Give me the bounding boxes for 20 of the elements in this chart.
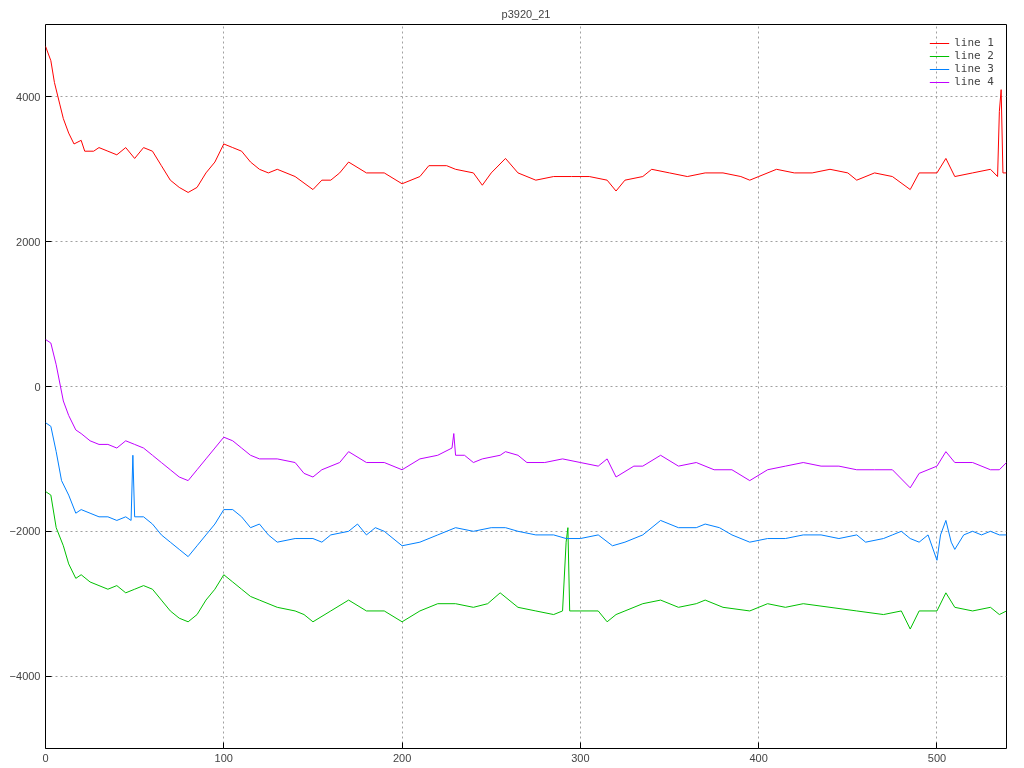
x-tick-label: 0 [42, 751, 49, 764]
x-tick-label: 300 [571, 751, 590, 764]
y-tick-label: −2000 [9, 525, 41, 538]
x-tick-label: 200 [392, 751, 412, 764]
line-series [45, 45, 1007, 193]
y-tick-label: 0 [34, 380, 41, 393]
x-tick-label: 100 [214, 751, 233, 764]
y-tick-label: −4000 [9, 670, 41, 683]
chart-title: p3920_21 [501, 7, 551, 20]
legend-label: line 1 [954, 36, 994, 49]
line-series [45, 338, 1007, 489]
x-tick-label: 500 [927, 751, 947, 764]
line-series [45, 490, 1007, 630]
legend-label: line 4 [954, 75, 994, 88]
y-tick-label: 2000 [16, 235, 41, 248]
y-tick-label: 4000 [16, 90, 41, 103]
legend-label: line 2 [954, 49, 994, 62]
line-series [45, 422, 1007, 561]
x-tick-label: 400 [749, 751, 768, 764]
legend-label: line 3 [954, 62, 994, 75]
